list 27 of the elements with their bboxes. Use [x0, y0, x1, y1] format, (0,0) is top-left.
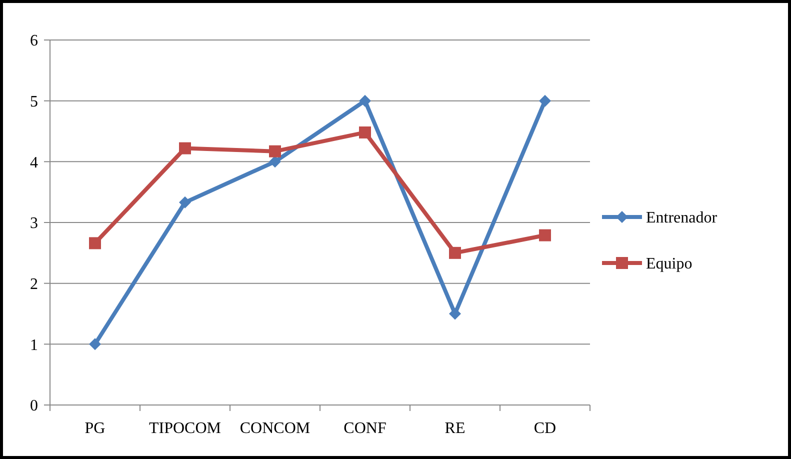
y-tick-label: 1 — [30, 336, 38, 354]
point — [449, 308, 461, 320]
x-tick-label: PG — [84, 420, 106, 437]
point — [539, 229, 551, 242]
y-tick-label: 2 — [30, 276, 38, 293]
point — [179, 142, 191, 154]
point — [89, 338, 101, 350]
x-tick-label: RE — [444, 420, 466, 437]
y-tick-label: 5 — [30, 93, 38, 110]
y-tick-label: 4 — [30, 154, 38, 172]
point — [89, 237, 101, 250]
point — [359, 94, 371, 107]
legend-label: Entrenador — [646, 210, 718, 227]
y-tick-label: 6 — [30, 32, 38, 50]
point — [179, 196, 191, 208]
point — [359, 126, 371, 138]
y-tick-label: 0 — [30, 398, 38, 415]
x-tick-label: CONCOM — [240, 420, 310, 437]
x-tick-label: CONF — [344, 420, 386, 437]
x-tick-label: TIPOCOM — [148, 420, 222, 437]
legend-label: Equipo — [646, 256, 692, 273]
point — [539, 94, 551, 107]
y-tick-label: 3 — [30, 215, 38, 232]
point — [269, 156, 281, 168]
point — [269, 145, 281, 158]
x-tick-label: CD — [534, 420, 556, 437]
point — [449, 246, 461, 259]
